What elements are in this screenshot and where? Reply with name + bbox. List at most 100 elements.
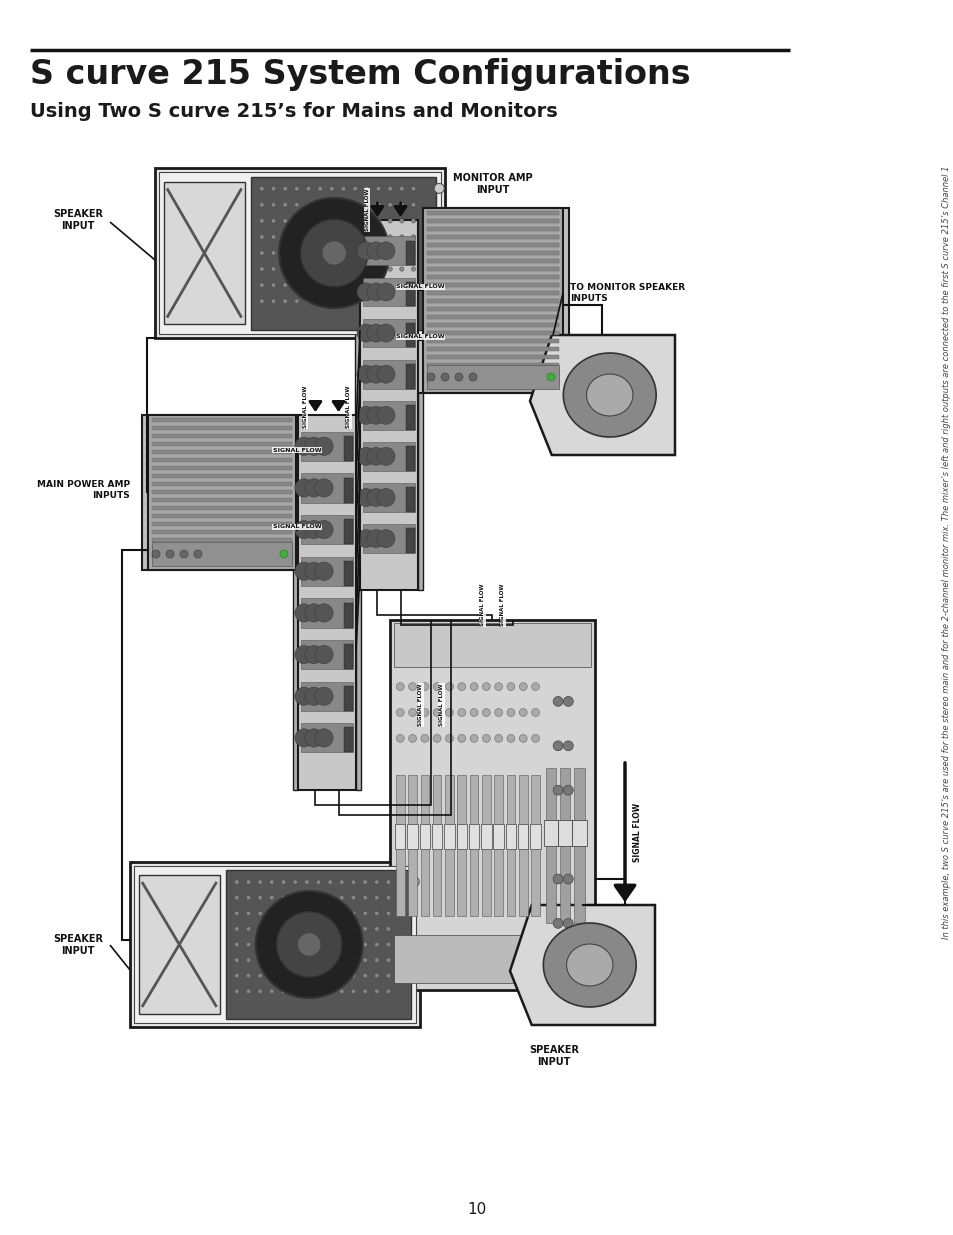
Bar [152, 417, 292, 422]
Circle shape [563, 741, 573, 751]
Circle shape [386, 879, 391, 884]
Circle shape [388, 235, 392, 240]
Circle shape [470, 709, 477, 716]
Circle shape [294, 687, 313, 705]
Circle shape [234, 926, 239, 931]
Circle shape [433, 683, 440, 690]
Circle shape [399, 283, 404, 288]
Circle shape [408, 709, 416, 716]
Bar [301, 598, 353, 627]
Circle shape [339, 973, 344, 978]
Circle shape [270, 942, 274, 947]
Circle shape [330, 283, 334, 288]
Text: SIGNAL FLOW: SIGNAL FLOW [395, 335, 444, 340]
Circle shape [376, 366, 395, 383]
Circle shape [271, 219, 275, 224]
Ellipse shape [586, 374, 632, 416]
Bar [427, 227, 558, 231]
Circle shape [294, 219, 298, 224]
Bar [152, 433, 292, 438]
Circle shape [304, 989, 309, 993]
Circle shape [353, 219, 357, 224]
Circle shape [409, 877, 418, 887]
Circle shape [259, 283, 264, 288]
Bar [444, 824, 455, 850]
Bar [406, 322, 415, 347]
Bar [416, 207, 568, 393]
Bar [406, 529, 415, 553]
Circle shape [279, 198, 389, 308]
Circle shape [563, 697, 573, 706]
Circle shape [455, 373, 462, 382]
Circle shape [293, 989, 297, 993]
Circle shape [339, 926, 344, 931]
Circle shape [283, 203, 287, 207]
Circle shape [362, 926, 367, 931]
Circle shape [375, 958, 378, 962]
Circle shape [294, 235, 298, 240]
Circle shape [234, 911, 239, 915]
Circle shape [376, 447, 395, 466]
Circle shape [270, 926, 274, 931]
Circle shape [328, 942, 332, 947]
Circle shape [445, 683, 453, 690]
Circle shape [420, 735, 428, 742]
Circle shape [341, 235, 345, 240]
Bar [390, 620, 595, 990]
Circle shape [353, 186, 357, 191]
Circle shape [317, 203, 322, 207]
Circle shape [553, 741, 562, 751]
Circle shape [271, 251, 275, 256]
Circle shape [399, 267, 404, 272]
Circle shape [433, 709, 440, 716]
Bar [130, 862, 419, 1028]
Circle shape [270, 958, 274, 962]
Bar [427, 267, 558, 270]
Circle shape [271, 267, 275, 272]
Circle shape [364, 219, 369, 224]
Bar [355, 415, 360, 790]
Circle shape [563, 830, 573, 840]
Bar [152, 506, 292, 510]
Text: SIGNAL FLOW: SIGNAL FLOW [303, 385, 308, 429]
Circle shape [364, 299, 369, 304]
Circle shape [367, 242, 385, 259]
Circle shape [166, 550, 173, 558]
Bar [152, 555, 292, 558]
Circle shape [518, 683, 527, 690]
Circle shape [305, 562, 323, 580]
Circle shape [270, 973, 274, 978]
Circle shape [316, 958, 320, 962]
Circle shape [152, 550, 160, 558]
Circle shape [330, 267, 334, 272]
Circle shape [388, 251, 392, 256]
Bar [427, 211, 558, 215]
Bar [363, 401, 415, 430]
Circle shape [341, 186, 345, 191]
Circle shape [341, 203, 345, 207]
Circle shape [234, 942, 239, 947]
Circle shape [281, 989, 285, 993]
Circle shape [376, 283, 395, 301]
Circle shape [375, 895, 378, 900]
Bar [344, 727, 353, 752]
Circle shape [506, 683, 515, 690]
Circle shape [351, 926, 355, 931]
Bar [493, 824, 503, 850]
Circle shape [234, 958, 239, 962]
Circle shape [294, 186, 298, 191]
Circle shape [339, 911, 344, 915]
Circle shape [553, 785, 562, 795]
Circle shape [351, 958, 355, 962]
Circle shape [259, 299, 264, 304]
Circle shape [386, 989, 391, 993]
Circle shape [280, 550, 288, 558]
Circle shape [376, 242, 395, 259]
Circle shape [375, 299, 380, 304]
Circle shape [283, 235, 287, 240]
Bar [530, 824, 540, 850]
Bar [152, 482, 292, 487]
Circle shape [257, 942, 262, 947]
Circle shape [376, 530, 395, 547]
Circle shape [246, 895, 251, 900]
